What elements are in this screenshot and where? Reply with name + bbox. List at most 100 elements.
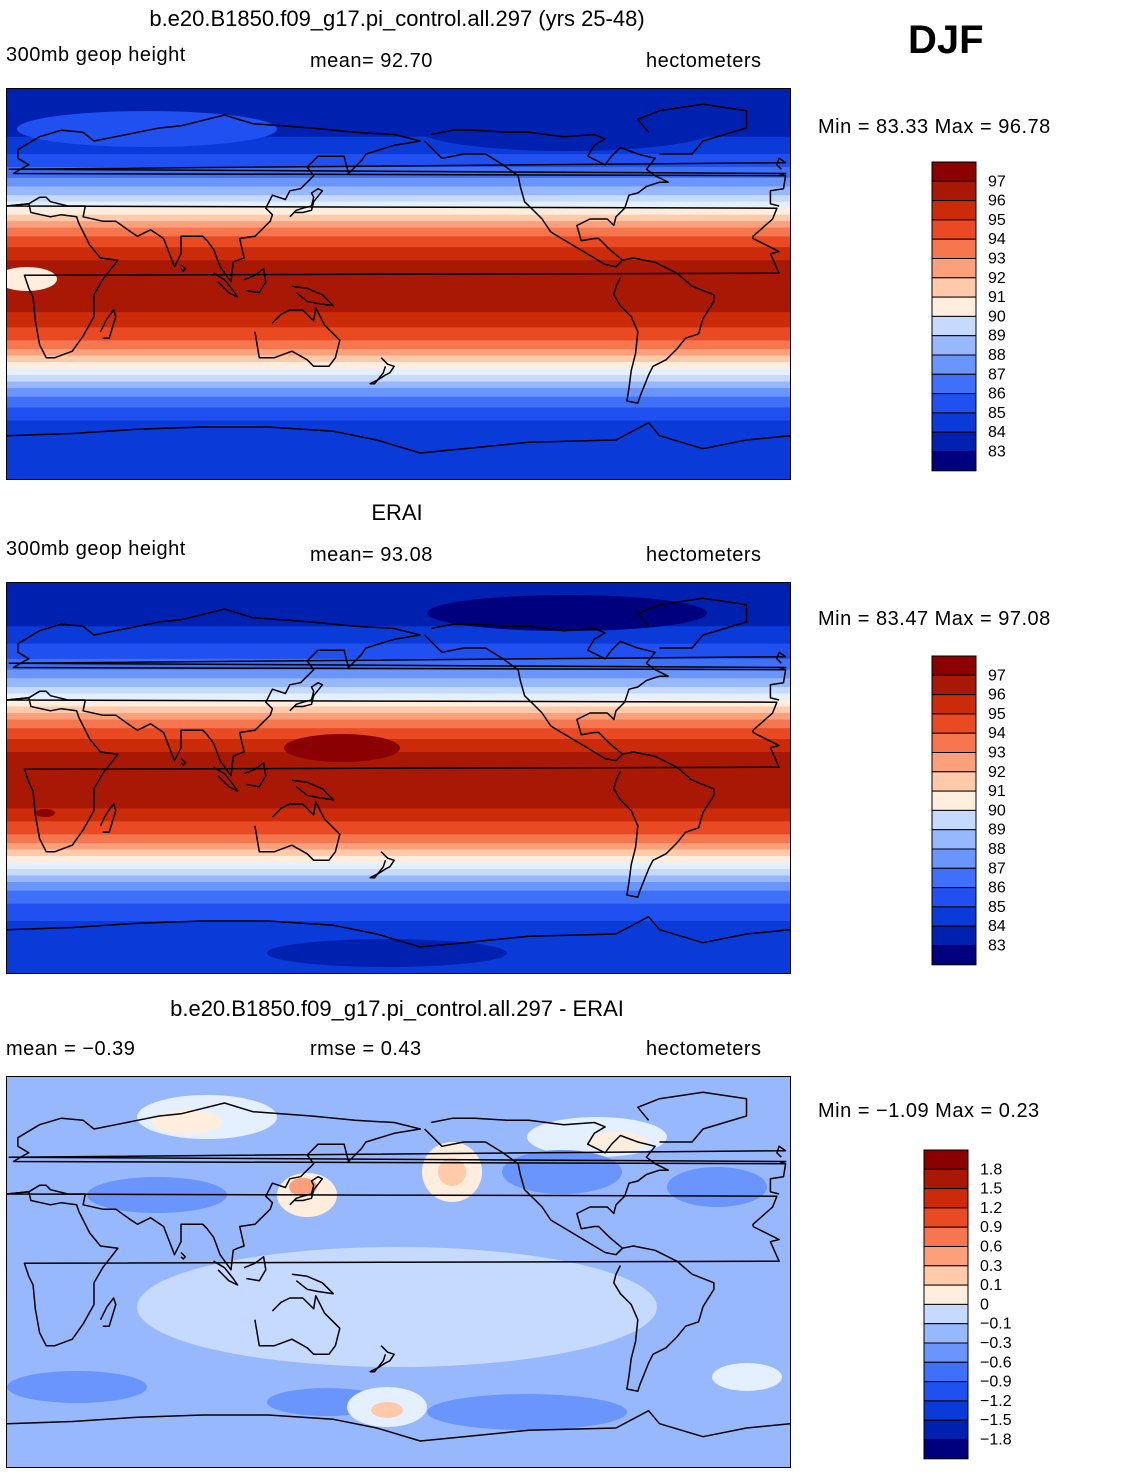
india-ceylon-coastline [180,757,187,766]
contour-band [7,167,790,179]
india-ceylon-coastline [180,1251,187,1260]
panel3-colorbar-tick-label: 1.8 [980,1161,1002,1178]
panel1-colorbar-swatch [931,431,977,453]
panel2-variable-label: 300mb geop height [6,538,186,560]
panel2-colorbar-swatch [931,945,977,966]
panel2-colorbar-swatch [931,674,977,696]
panel2-colorbar-swatch [931,887,977,908]
panel3-colorbar-swatch [923,1323,969,1344]
panel1-title: b.e20.B1850.f09_g17.pi_control.all.297 (… [149,6,645,31]
panel3-minmax-label: Min = −1.09 Max = 0.23 [818,1100,1040,1122]
contour-band [7,355,790,363]
contour-band [7,407,790,421]
sumatra-coastline [213,272,239,298]
antarctica-coastline [7,1409,790,1442]
panel1-colorbar-swatch [931,296,977,317]
panel3-units-label: hectometers [646,1038,762,1060]
contour-anomaly [35,809,55,817]
panel2-colorbar-swatch [931,867,977,889]
japan-coastline [289,187,324,218]
contour-band [7,706,790,714]
contour-band [7,368,790,376]
north-america-coastline [424,623,669,762]
panel3-colorbar-swatch [923,1226,969,1247]
contour-band [7,362,790,369]
contour-band [7,856,790,863]
panel2-colorbar: 97 96 95 94 93 92 91 90 89 88 87 86 85 84 83 [930,655,1050,966]
panel1-colorbar-tick-label: 93 [988,251,1006,268]
panel3-colorbar-swatch [923,1168,969,1190]
panel3-colorbar: 1.8 1.5 1.2 0.9 0.6 0.3 0.1 0 −0.1 −0.3 −0.6 −0.9 −1… [922,1149,1052,1462]
panel2-colorbar-tick-label: 97 [988,667,1006,684]
panel2-colorbar-tick-label: 92 [988,764,1006,781]
new-guinea-coastline [291,285,335,307]
panel3-colorbar-swatch [923,1149,969,1170]
contour-band [7,875,790,883]
panel2-colorbar-tick-label: 96 [988,687,1006,704]
panel1-colorbar-tick-label: 86 [988,386,1006,403]
panel3-colorbar-tick-label: 0.1 [980,1277,1002,1294]
contour-band [7,208,790,216]
australia-coastline [254,1295,341,1356]
panel2-colorbar-swatch [931,655,977,676]
panel2-colorbar-swatch [931,771,977,792]
panel1-colorbar-tick-label: 90 [988,308,1006,325]
panel2-colorbar-swatch [931,809,977,831]
contour-band [7,186,790,196]
contour-anomaly [137,1247,657,1367]
panel1-colorbar-swatch [931,161,977,182]
australia-coastline [254,801,341,862]
contour-band [7,843,790,850]
contour-band [7,195,790,203]
contour-band [7,658,790,671]
contour-band [7,236,790,248]
panel3-colorbar-swatch [923,1400,969,1421]
panel3-colorbar-swatch [923,1303,969,1325]
contour-band [7,227,790,237]
sumatra-coastline [213,766,239,792]
contour-band [7,177,790,187]
panel1-contour-field [7,89,790,479]
contour-anomaly [427,595,707,631]
contour-band [7,882,790,892]
contour-band [7,247,790,261]
contour-anomaly [152,1110,222,1134]
contour-band [7,260,790,313]
contour-band [7,728,790,740]
contour-band [7,687,790,694]
panel1-colorbar-tick-label: 85 [988,405,1006,422]
panel3-colorbar-tick-label: −0.1 [980,1316,1012,1333]
panel1-map [6,88,791,480]
panel2-colorbar-tick-label: 91 [988,783,1006,800]
madagascar-coastline [99,1297,117,1327]
panel3-colorbar-swatch [923,1361,969,1383]
panel2-colorbar-swatch [931,848,977,869]
greenland-coastline [637,103,748,155]
panel3-colorbar-swatch [923,1246,969,1267]
contour-band [7,752,790,809]
panel1-colorbar-swatch [931,200,977,221]
panel1-colorbar-tick-label: 92 [988,270,1006,287]
borneo-coastline [243,1256,267,1282]
panel2-colorbar-swatch [931,829,977,850]
europe-asia-coastline [7,114,787,283]
panel3-colorbar-swatch [923,1265,969,1286]
panel1-minmax-label: Min = 83.33 Max = 96.78 [818,116,1051,138]
panel1-colorbar-tick-label: 96 [988,193,1006,210]
borneo-coastline [243,268,267,294]
panel3-rmse-label: rmse = 0.43 [310,1038,422,1060]
contour-anomaly [667,1167,767,1207]
panel1-colorbar-tick-label: 87 [988,366,1006,383]
panel2-colorbar-tick-label: 95 [988,706,1006,723]
contour-anomaly [587,1132,647,1152]
panel3-colorbar-swatch [923,1381,969,1402]
contour-band [7,834,790,844]
contour-band [7,869,790,876]
panel1-colorbar-swatch [931,451,977,472]
contour-anomaly [7,267,57,291]
sumatra-coastline [213,1260,239,1286]
panel3-colorbar-tick-label: 0.9 [980,1219,1002,1236]
madagascar-coastline [99,309,117,339]
panel1-mean-label: mean= 92.70 [310,50,433,72]
panel1-variable-label: 300mb geop height [6,44,186,66]
